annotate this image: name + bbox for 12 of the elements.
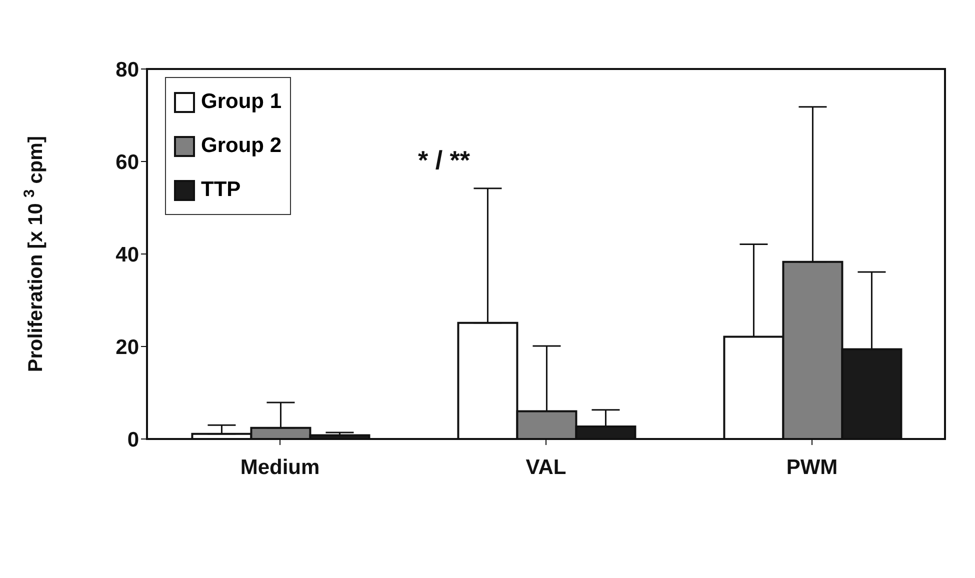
x-tick-label: Medium [240,456,320,479]
y-tick-label: 60 [116,150,139,174]
y-tick-label: 40 [116,243,139,266]
legend-label: Group 1 [201,90,282,114]
y-tick-label: 80 [116,58,139,82]
y-tick-label: 20 [116,336,139,359]
legend-label: TTP [201,178,241,202]
annotation: * / ** [418,145,470,176]
x-tick-label: PWM [786,456,838,479]
legend-label: Group 2 [201,134,282,158]
x-tick-label: VAL [526,456,566,479]
y-tick-label: 0 [127,428,139,452]
